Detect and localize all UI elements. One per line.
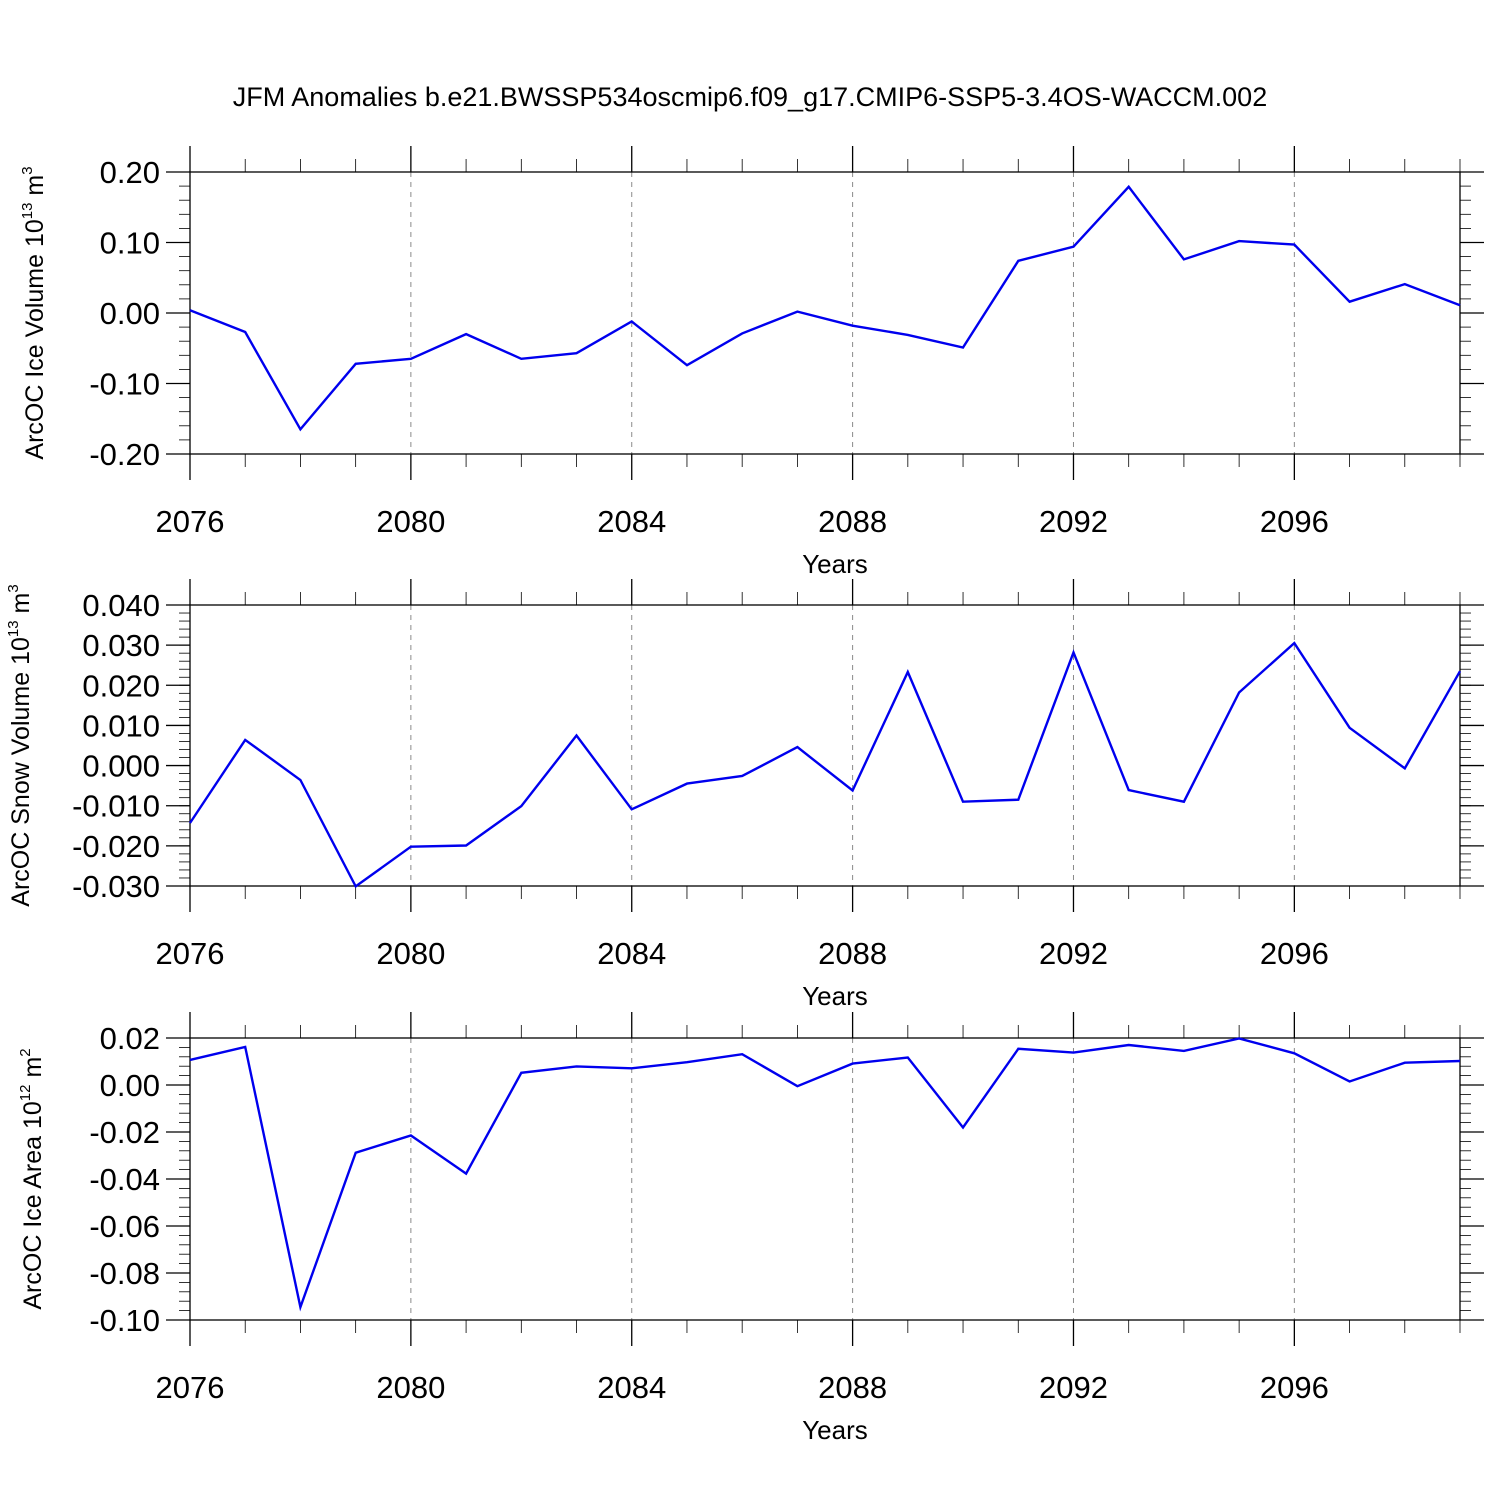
y-tick-label: 0.00 bbox=[100, 1068, 160, 1103]
x-tick-label: 2080 bbox=[376, 1370, 445, 1405]
y-axis-label-main: ArcOC Ice Area 10 bbox=[19, 1101, 47, 1309]
panel-3: -0.10 -0.08 -0.06 -0.04 -0.02 0.00 0.02 2076 208… bbox=[17, 1012, 1484, 1445]
panel-1: -0.20 -0.10 0.00 0.10 0.20 2076 2080 2084 2088 20… bbox=[19, 146, 1484, 579]
x-tick-label: 2076 bbox=[156, 1370, 225, 1405]
panel-2: -0.030 -0.020 -0.010 0.000 0.010 0.020 0.030 0.… bbox=[5, 579, 1484, 1011]
x-tick-label: 2088 bbox=[818, 504, 887, 539]
y-tick-label: 0.20 bbox=[100, 155, 160, 190]
y-axis-label-unit-exponent: 3 bbox=[19, 166, 36, 174]
y-tick-label: -0.10 bbox=[89, 1303, 160, 1338]
y-tick-label: 0.10 bbox=[100, 226, 160, 261]
x-tick-label: 2092 bbox=[1039, 936, 1108, 971]
y-axis-label: ArcOC Ice Volume 1013 m3 bbox=[19, 166, 49, 459]
series-line bbox=[189, 184, 1461, 432]
x-tick-label: 2096 bbox=[1260, 1370, 1329, 1405]
y-tick-label: 0.030 bbox=[82, 628, 160, 663]
figure-title: JFM Anomalies b.e21.BWSSP534oscmip6.f09_… bbox=[233, 82, 1267, 112]
series-line bbox=[189, 1037, 1461, 1312]
x-axis-label: Years bbox=[802, 981, 868, 1011]
y-tick-label: 0.00 bbox=[100, 296, 160, 331]
y-tick-label: -0.010 bbox=[72, 789, 160, 824]
y-tick-label: 0.040 bbox=[82, 588, 160, 623]
x-axis-label: Years bbox=[802, 549, 868, 579]
y-tick-label: -0.20 bbox=[89, 437, 160, 472]
y-axis-label-exponent: 13 bbox=[5, 620, 22, 637]
y-axis-label-exponent: 13 bbox=[19, 203, 36, 220]
y-tick-label: -0.030 bbox=[72, 869, 160, 904]
y-tick-label: -0.10 bbox=[89, 367, 160, 402]
y-tick-label: -0.06 bbox=[89, 1209, 160, 1244]
x-tick-label: 2088 bbox=[818, 936, 887, 971]
y-tick-label: 0.020 bbox=[82, 668, 160, 703]
plot-frame bbox=[189, 171, 1461, 455]
y-tick-label: 0.010 bbox=[82, 708, 160, 743]
y-axis-label-unit: m bbox=[19, 1057, 47, 1085]
x-tick-label: 2088 bbox=[818, 1370, 887, 1405]
y-tick-label: 0.000 bbox=[82, 749, 160, 784]
y-axis-label: ArcOC Ice Area 1012 m2 bbox=[17, 1048, 47, 1309]
x-tick-label: 2076 bbox=[156, 936, 225, 971]
y-axis-label-unit: m bbox=[7, 593, 35, 621]
y-axis-label-main: ArcOC Snow Volume 10 bbox=[7, 637, 35, 907]
x-tick-label: 2080 bbox=[376, 936, 445, 971]
x-tick-label: 2092 bbox=[1039, 1370, 1108, 1405]
x-tick-label: 2096 bbox=[1260, 504, 1329, 539]
x-tick-label: 2084 bbox=[597, 504, 666, 539]
y-axis-label-unit-exponent: 2 bbox=[17, 1048, 34, 1056]
x-tick-label: 2080 bbox=[376, 504, 445, 539]
x-tick-label: 2084 bbox=[597, 936, 666, 971]
x-axis-label: Years bbox=[802, 1415, 868, 1445]
x-tick-label: 2084 bbox=[597, 1370, 666, 1405]
y-tick-label: -0.04 bbox=[89, 1162, 160, 1197]
plot-frame bbox=[189, 604, 1461, 887]
x-tick-label: 2096 bbox=[1260, 936, 1329, 971]
x-tick-label: 2076 bbox=[156, 504, 225, 539]
y-tick-label: -0.02 bbox=[89, 1115, 160, 1150]
y-tick-label: -0.08 bbox=[89, 1256, 160, 1291]
plot-frame bbox=[189, 1037, 1461, 1321]
x-tick-label: 2092 bbox=[1039, 504, 1108, 539]
y-axis-label-exponent: 12 bbox=[17, 1085, 34, 1102]
y-axis-label-main: ArcOC Ice Volume 10 bbox=[21, 219, 49, 459]
y-tick-label: -0.020 bbox=[72, 829, 160, 864]
y-tick-label: 0.02 bbox=[100, 1021, 160, 1056]
series-line bbox=[189, 641, 1462, 889]
y-axis-label-unit: m bbox=[21, 175, 49, 203]
y-axis-label: ArcOC Snow Volume 1013 m3 bbox=[5, 584, 35, 906]
y-axis-label-unit-exponent: 3 bbox=[5, 584, 22, 592]
